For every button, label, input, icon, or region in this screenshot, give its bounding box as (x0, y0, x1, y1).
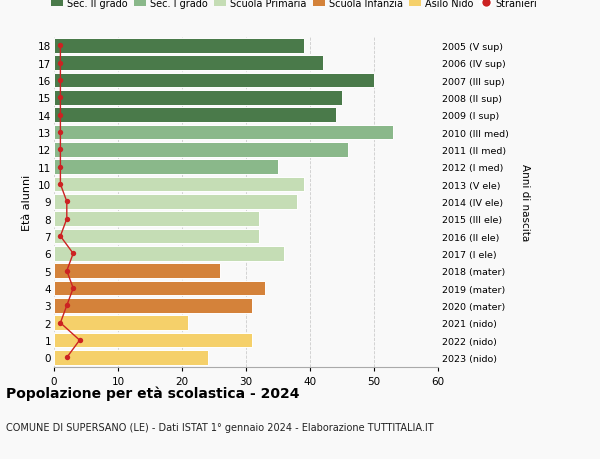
Bar (54, 229, 259, 244)
Bar (54, 143, 349, 157)
Bar (54, 177, 304, 192)
Point (75, 337, 85, 344)
Bar (54, 212, 259, 227)
Point (56, 60, 65, 67)
Point (56, 43, 65, 50)
Y-axis label: Anni di nascita: Anni di nascita (520, 163, 530, 241)
Point (62, 216, 71, 223)
Y-axis label: Età alunni: Età alunni (22, 174, 32, 230)
Point (56, 181, 65, 188)
Point (56, 95, 65, 102)
Point (62, 354, 71, 361)
Point (56, 146, 65, 154)
Bar (54, 281, 265, 296)
Bar (54, 73, 374, 88)
Legend: Sec. II grado, Sec. I grado, Scuola Primaria, Scuola Infanzia, Asilo Nido, Stran: Sec. II grado, Sec. I grado, Scuola Prim… (51, 0, 538, 9)
Point (56, 129, 65, 136)
Point (56, 164, 65, 171)
Bar (54, 160, 278, 175)
Point (68, 285, 78, 292)
Bar (54, 333, 253, 348)
Point (56, 77, 65, 84)
Point (62, 198, 71, 206)
Bar (54, 39, 304, 54)
Bar (54, 298, 253, 313)
Bar (54, 125, 393, 140)
Bar (54, 56, 323, 71)
Point (62, 302, 71, 309)
Point (56, 319, 65, 327)
Bar (54, 350, 208, 365)
Point (62, 268, 71, 275)
Bar (54, 195, 297, 209)
Bar (54, 264, 220, 279)
Text: Popolazione per età scolastica - 2024: Popolazione per età scolastica - 2024 (6, 386, 299, 400)
Text: COMUNE DI SUPERSANO (LE) - Dati ISTAT 1° gennaio 2024 - Elaborazione TUTTITALIA.: COMUNE DI SUPERSANO (LE) - Dati ISTAT 1°… (6, 422, 434, 432)
Bar (54, 246, 284, 261)
Bar (54, 316, 188, 330)
Point (56, 112, 65, 119)
Point (68, 250, 78, 257)
Point (56, 233, 65, 240)
Bar (54, 108, 335, 123)
Bar (54, 91, 342, 106)
